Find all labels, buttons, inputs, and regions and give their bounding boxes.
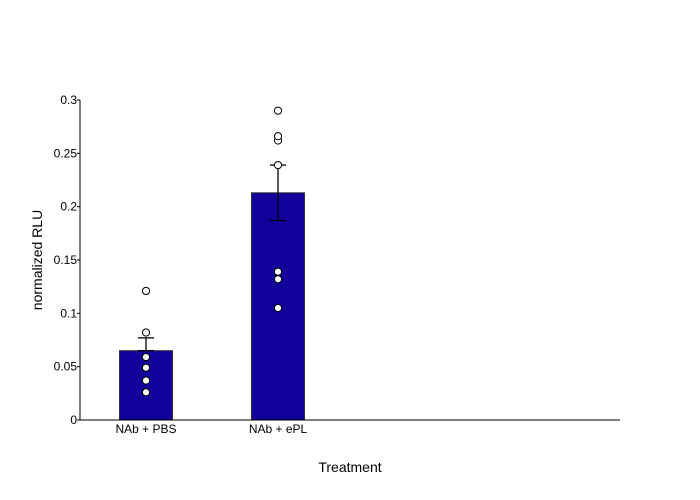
data-point <box>273 132 283 141</box>
data-point <box>141 388 151 397</box>
y-axis-ticks: 0 0.05 0.1 0.15 0.2 0.25 0.3 <box>54 93 80 427</box>
data-point <box>273 160 283 170</box>
y-tick-label: 0.05 <box>54 360 78 374</box>
y-tick-label: 0.15 <box>54 253 78 267</box>
data-point <box>141 376 151 385</box>
data-point <box>141 286 151 296</box>
data-point <box>141 363 151 372</box>
y-tick-label: 0.3 <box>60 93 77 107</box>
y-tick-label: 0 <box>70 413 77 427</box>
data-point <box>141 328 151 337</box>
data-point <box>141 352 151 362</box>
data-point <box>273 275 283 284</box>
x-axis-title: Treatment <box>318 459 381 475</box>
data-point <box>273 106 283 115</box>
bar <box>119 350 173 421</box>
y-tick-label: 0.25 <box>54 146 78 160</box>
x-tick-label: NAb + ePL <box>249 422 308 436</box>
plot-area <box>119 106 305 421</box>
y-tick-label: 0.2 <box>60 200 77 214</box>
data-point <box>273 267 283 276</box>
y-tick-label: 0.1 <box>60 306 77 320</box>
y-axis-title: normalized RLU <box>29 210 45 310</box>
x-tick-label: NAb + PBS <box>115 422 176 436</box>
data-point <box>273 303 283 313</box>
x-axis-ticks: NAb + PBS NAb + ePL <box>115 422 307 436</box>
